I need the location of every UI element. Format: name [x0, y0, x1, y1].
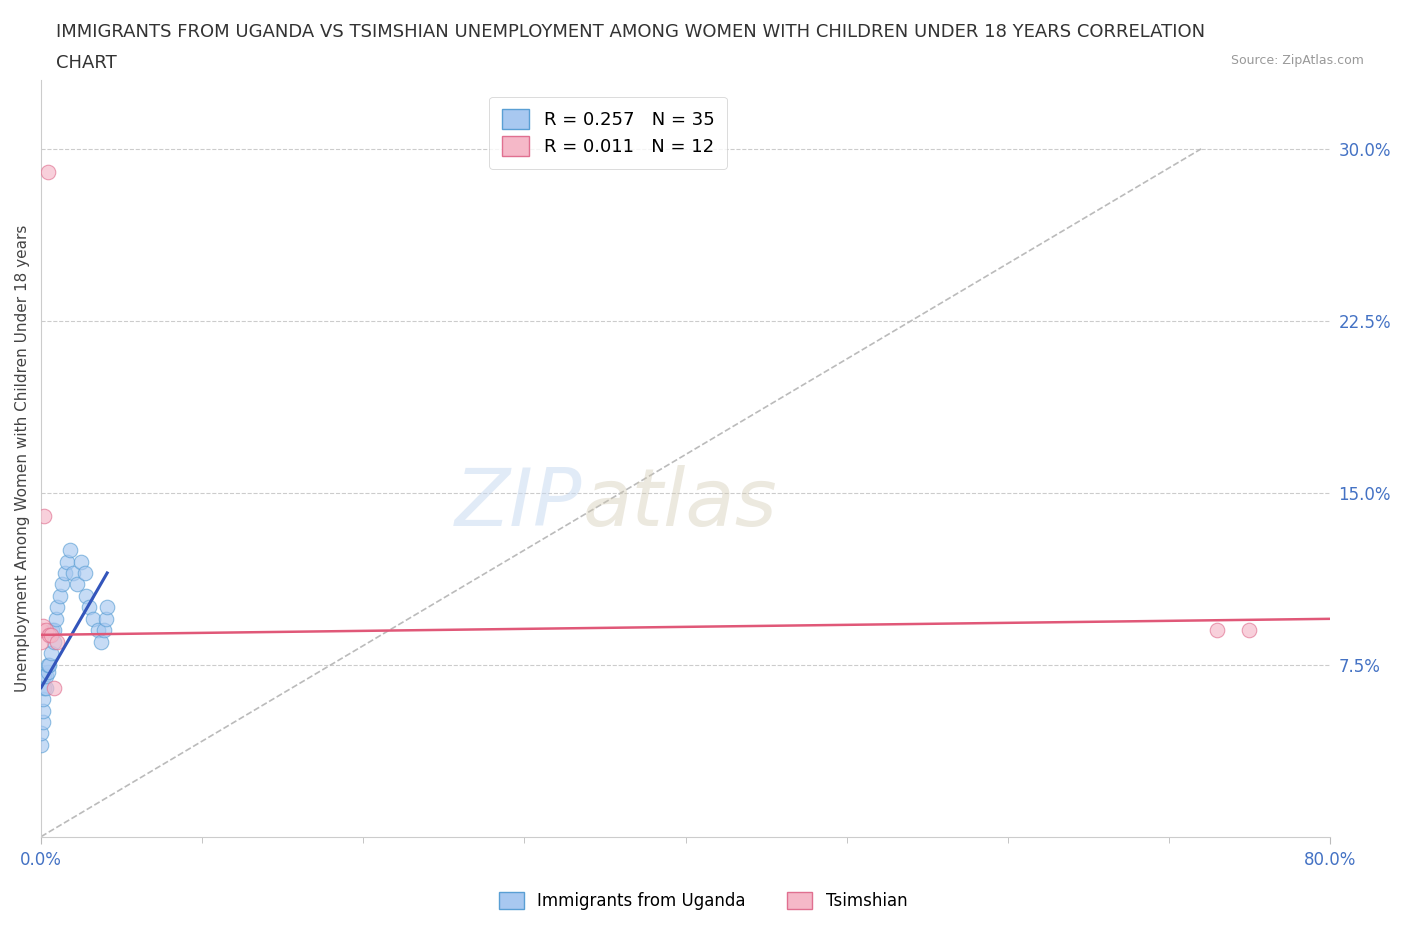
Point	[37, 664, 59, 679]
Point	[73, 565, 96, 580]
Point	[1239, 623, 1261, 638]
Text: ZIP: ZIP	[456, 465, 582, 543]
Point	[49, 589, 72, 604]
Point	[51, 577, 73, 591]
Point	[34, 680, 56, 695]
Point	[46, 600, 69, 615]
Point	[56, 554, 79, 569]
Point	[1206, 623, 1229, 638]
Point	[86, 623, 108, 638]
Text: Source: ZipAtlas.com: Source: ZipAtlas.com	[1230, 54, 1364, 67]
Point	[42, 623, 65, 638]
Legend: R = 0.257   N = 35, R = 0.011   N = 12: R = 0.257 N = 35, R = 0.011 N = 12	[489, 97, 727, 169]
Point	[30, 737, 52, 752]
Point	[30, 623, 52, 638]
Y-axis label: Unemployment Among Women with Children Under 18 years: Unemployment Among Women with Children U…	[15, 225, 30, 692]
Point	[93, 623, 115, 638]
Point	[34, 669, 56, 684]
Point	[46, 634, 69, 649]
Point	[31, 703, 53, 718]
Text: IMMIGRANTS FROM UGANDA VS TSIMSHIAN UNEMPLOYMENT AMONG WOMEN WITH CHILDREN UNDER: IMMIGRANTS FROM UGANDA VS TSIMSHIAN UNEM…	[56, 23, 1205, 41]
Point	[75, 589, 97, 604]
Point	[79, 600, 101, 615]
Point	[34, 508, 56, 523]
Point	[39, 628, 62, 643]
Point	[70, 554, 93, 569]
Point	[96, 600, 118, 615]
Point	[94, 611, 117, 626]
Point	[42, 634, 65, 649]
Point	[38, 658, 60, 672]
Text: CHART: CHART	[56, 54, 117, 72]
Legend: Immigrants from Uganda, Tsimshian: Immigrants from Uganda, Tsimshian	[492, 885, 914, 917]
Point	[37, 658, 59, 672]
Point	[35, 680, 58, 695]
Point	[30, 726, 52, 741]
Point	[53, 565, 76, 580]
Point	[42, 680, 65, 695]
Point	[35, 623, 58, 638]
Point	[62, 565, 84, 580]
Point	[31, 618, 53, 633]
Point	[90, 634, 112, 649]
Point	[41, 623, 63, 638]
Point	[35, 669, 58, 684]
Point	[65, 577, 87, 591]
Point	[45, 611, 67, 626]
Point	[31, 714, 53, 729]
Point	[31, 692, 53, 707]
Point	[39, 645, 62, 660]
Point	[38, 628, 60, 643]
Point	[59, 542, 82, 557]
Text: atlas: atlas	[582, 465, 778, 543]
Point	[37, 165, 59, 179]
Point	[30, 634, 52, 649]
Point	[82, 611, 104, 626]
